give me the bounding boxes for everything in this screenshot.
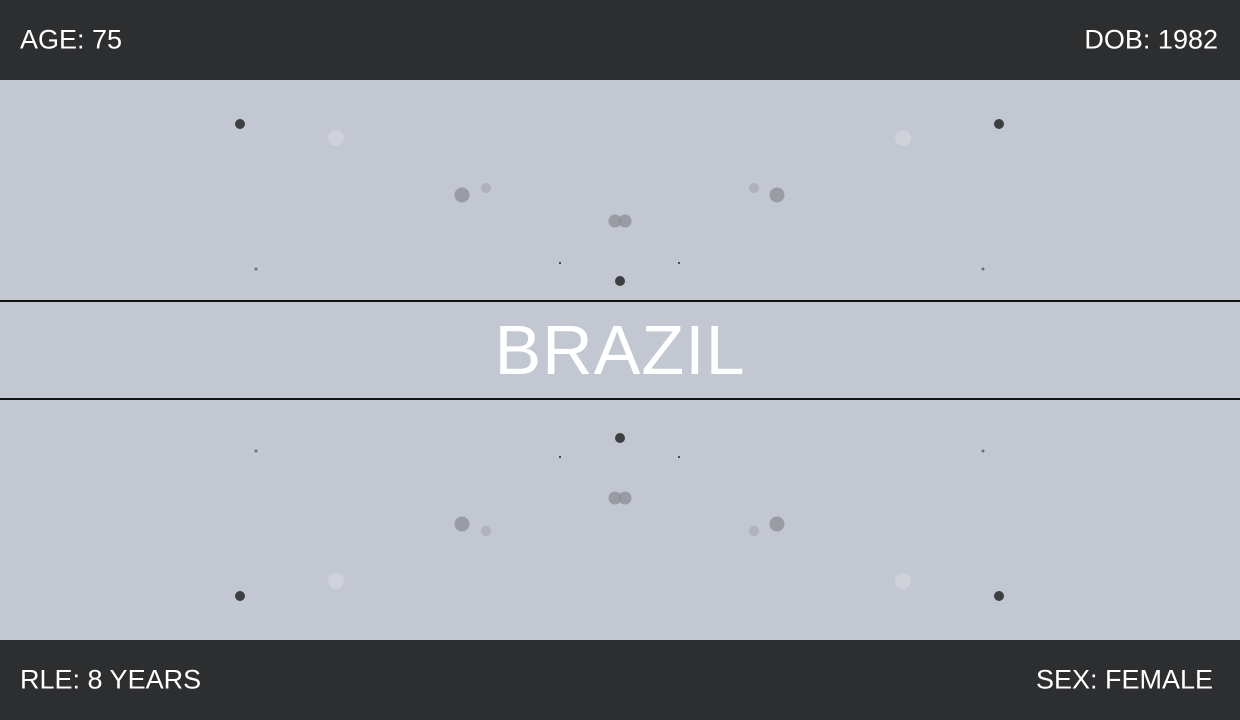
particle-dot xyxy=(608,214,622,228)
particle-dot xyxy=(615,276,625,286)
particle-dot xyxy=(895,130,911,146)
particle-dot xyxy=(559,262,561,264)
particle-dot xyxy=(749,183,759,193)
particle-dot xyxy=(481,183,491,193)
particle-dot xyxy=(615,433,625,443)
particle-dot xyxy=(769,187,785,203)
sex-label: SEX: FEMALE xyxy=(1035,664,1213,695)
particle-dot xyxy=(678,456,680,458)
rle-label: RLE: 8 YEARS xyxy=(20,664,202,695)
particle-field-bottom xyxy=(0,402,1240,640)
particle-dot xyxy=(254,449,258,453)
dob-label: DOB: 1982 xyxy=(1084,24,1218,55)
particle-dot xyxy=(769,516,785,532)
particle-dot xyxy=(559,456,561,458)
particle-dot xyxy=(994,119,1004,129)
particle-dot xyxy=(481,526,491,536)
particle-dot xyxy=(254,267,258,271)
particle-dot xyxy=(235,591,245,601)
age-label: AGE: 75 xyxy=(20,24,123,55)
particle-dot xyxy=(981,267,985,271)
particle-dot xyxy=(981,449,985,453)
particle-dot xyxy=(328,130,344,146)
particle-dot xyxy=(618,214,632,228)
particle-dot xyxy=(678,262,680,264)
country-name: BRAZIL xyxy=(494,311,746,389)
particle-dot xyxy=(749,526,759,536)
particle-dot xyxy=(454,516,470,532)
particle-dot xyxy=(454,187,470,203)
particle-dot xyxy=(618,491,632,505)
particle-dot xyxy=(895,573,911,589)
top-info-bar: AGE: 75 DOB: 1982 xyxy=(0,0,1240,80)
bottom-info-bar: RLE: 8 YEARS SEX: FEMALE xyxy=(0,640,1240,720)
particle-dot xyxy=(994,591,1004,601)
country-band: BRAZIL xyxy=(0,300,1240,400)
particle-dot xyxy=(608,491,622,505)
particle-dot xyxy=(235,119,245,129)
particle-field-top xyxy=(0,80,1240,300)
particle-dot xyxy=(328,573,344,589)
